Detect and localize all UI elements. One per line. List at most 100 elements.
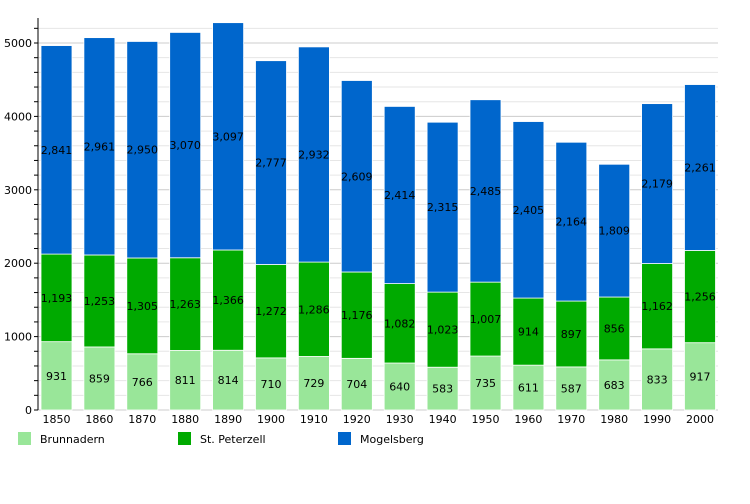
bar-segment [40,341,73,411]
bar-segment [641,348,673,411]
legend-swatch [18,432,31,445]
data-label: 897 [561,328,582,341]
y-tick-label: 2000 [4,257,32,270]
data-label: 859 [89,372,110,385]
data-label: 833 [647,373,668,386]
bar-segment [469,355,502,411]
data-label: 1,366 [212,294,244,307]
data-label: 2,179 [641,178,673,191]
legend-swatch [178,432,191,445]
bar-segment [297,46,330,263]
bar-segment [512,121,545,299]
data-label: 1,286 [298,303,330,316]
bar-segment [169,350,202,411]
bar-segment [212,22,245,251]
bar-segment [83,37,116,256]
x-tick-label: 1880 [171,413,199,426]
data-label: 1,253 [84,295,116,308]
bar-segment [598,296,631,361]
data-label: 931 [46,370,67,383]
data-label: 3,070 [169,139,201,152]
data-label: 2,405 [513,204,545,217]
bar-segment [512,364,545,411]
x-tick-label: 1970 [557,413,585,426]
data-label: 2,961 [84,140,116,153]
y-tick-label: 4000 [4,110,32,123]
bar-segment [297,356,330,411]
data-label: 583 [432,383,453,396]
y-tick-label: 3000 [4,184,32,197]
bar-segment [340,271,373,359]
bar-segment [40,45,73,255]
bar-segment [255,264,287,359]
data-label: 1,176 [341,309,373,322]
data-label: 1,809 [598,225,630,238]
bar-segment [426,121,459,293]
data-label: 1,272 [255,305,287,318]
bar-segment [212,249,245,351]
y-tick-label: 1000 [4,331,32,344]
x-tick-label: 1940 [429,413,457,426]
bar-segment [126,41,159,259]
bar-segment [426,366,459,411]
legend-label: Mogelsberg [360,433,424,446]
data-label: 811 [175,374,196,387]
x-tick-label: 1950 [472,413,500,426]
data-label: 1,007 [470,313,502,326]
bar-segment [83,346,116,411]
legend-label: St. Peterzell [200,433,266,446]
bar-segment [340,357,373,411]
data-label: 814 [218,374,239,387]
bar-segment [340,80,373,273]
data-label: 914 [518,326,539,339]
data-label: 683 [604,379,625,392]
data-label: 2,609 [341,170,373,183]
x-tick-label: 1910 [300,413,328,426]
data-label: 587 [561,382,582,395]
data-label: 735 [475,377,496,390]
legend-swatch [338,432,351,445]
data-label: 1,162 [641,300,673,313]
data-label: 2,164 [556,216,588,229]
bar-segment [83,254,116,348]
data-label: 2,261 [684,162,716,175]
y-tick-label: 5000 [4,37,32,50]
y-tick-label: 0 [25,404,32,417]
data-label: 710 [261,378,282,391]
bar-segment [555,300,588,368]
data-label: 3,097 [212,130,244,143]
bar-segment [469,99,502,283]
bar-segment [598,163,631,298]
data-label: 766 [132,376,153,389]
x-tick-label: 1980 [600,413,628,426]
bar-segment [641,103,673,264]
bar-segment [512,297,545,366]
data-label: 2,315 [427,201,459,214]
bar-segment [684,250,716,344]
data-label: 2,485 [470,185,502,198]
x-tick-label: 2000 [686,413,714,426]
bar-segment [555,141,588,302]
x-tick-label: 1960 [514,413,542,426]
x-tick-label: 1890 [214,413,242,426]
data-label: 917 [690,370,711,383]
data-label: 1,023 [427,324,459,337]
bar-segment [126,353,159,411]
data-label: 1,193 [41,292,73,305]
x-tick-label: 1900 [257,413,285,426]
data-label: 1,305 [127,300,159,313]
bar-segment [383,283,416,364]
bar-segment [297,261,330,357]
bar-segment [383,106,416,285]
bar-segment [126,257,159,355]
bar-segment [641,263,673,350]
data-label: 1,256 [684,291,716,304]
x-tick-label: 1860 [85,413,113,426]
x-tick-label: 1850 [43,413,71,426]
data-label: 856 [604,322,625,335]
data-label: 2,950 [127,144,159,157]
data-label: 1,082 [384,317,416,330]
legend-label: Brunnadern [40,433,105,446]
x-tick-label: 1930 [386,413,414,426]
